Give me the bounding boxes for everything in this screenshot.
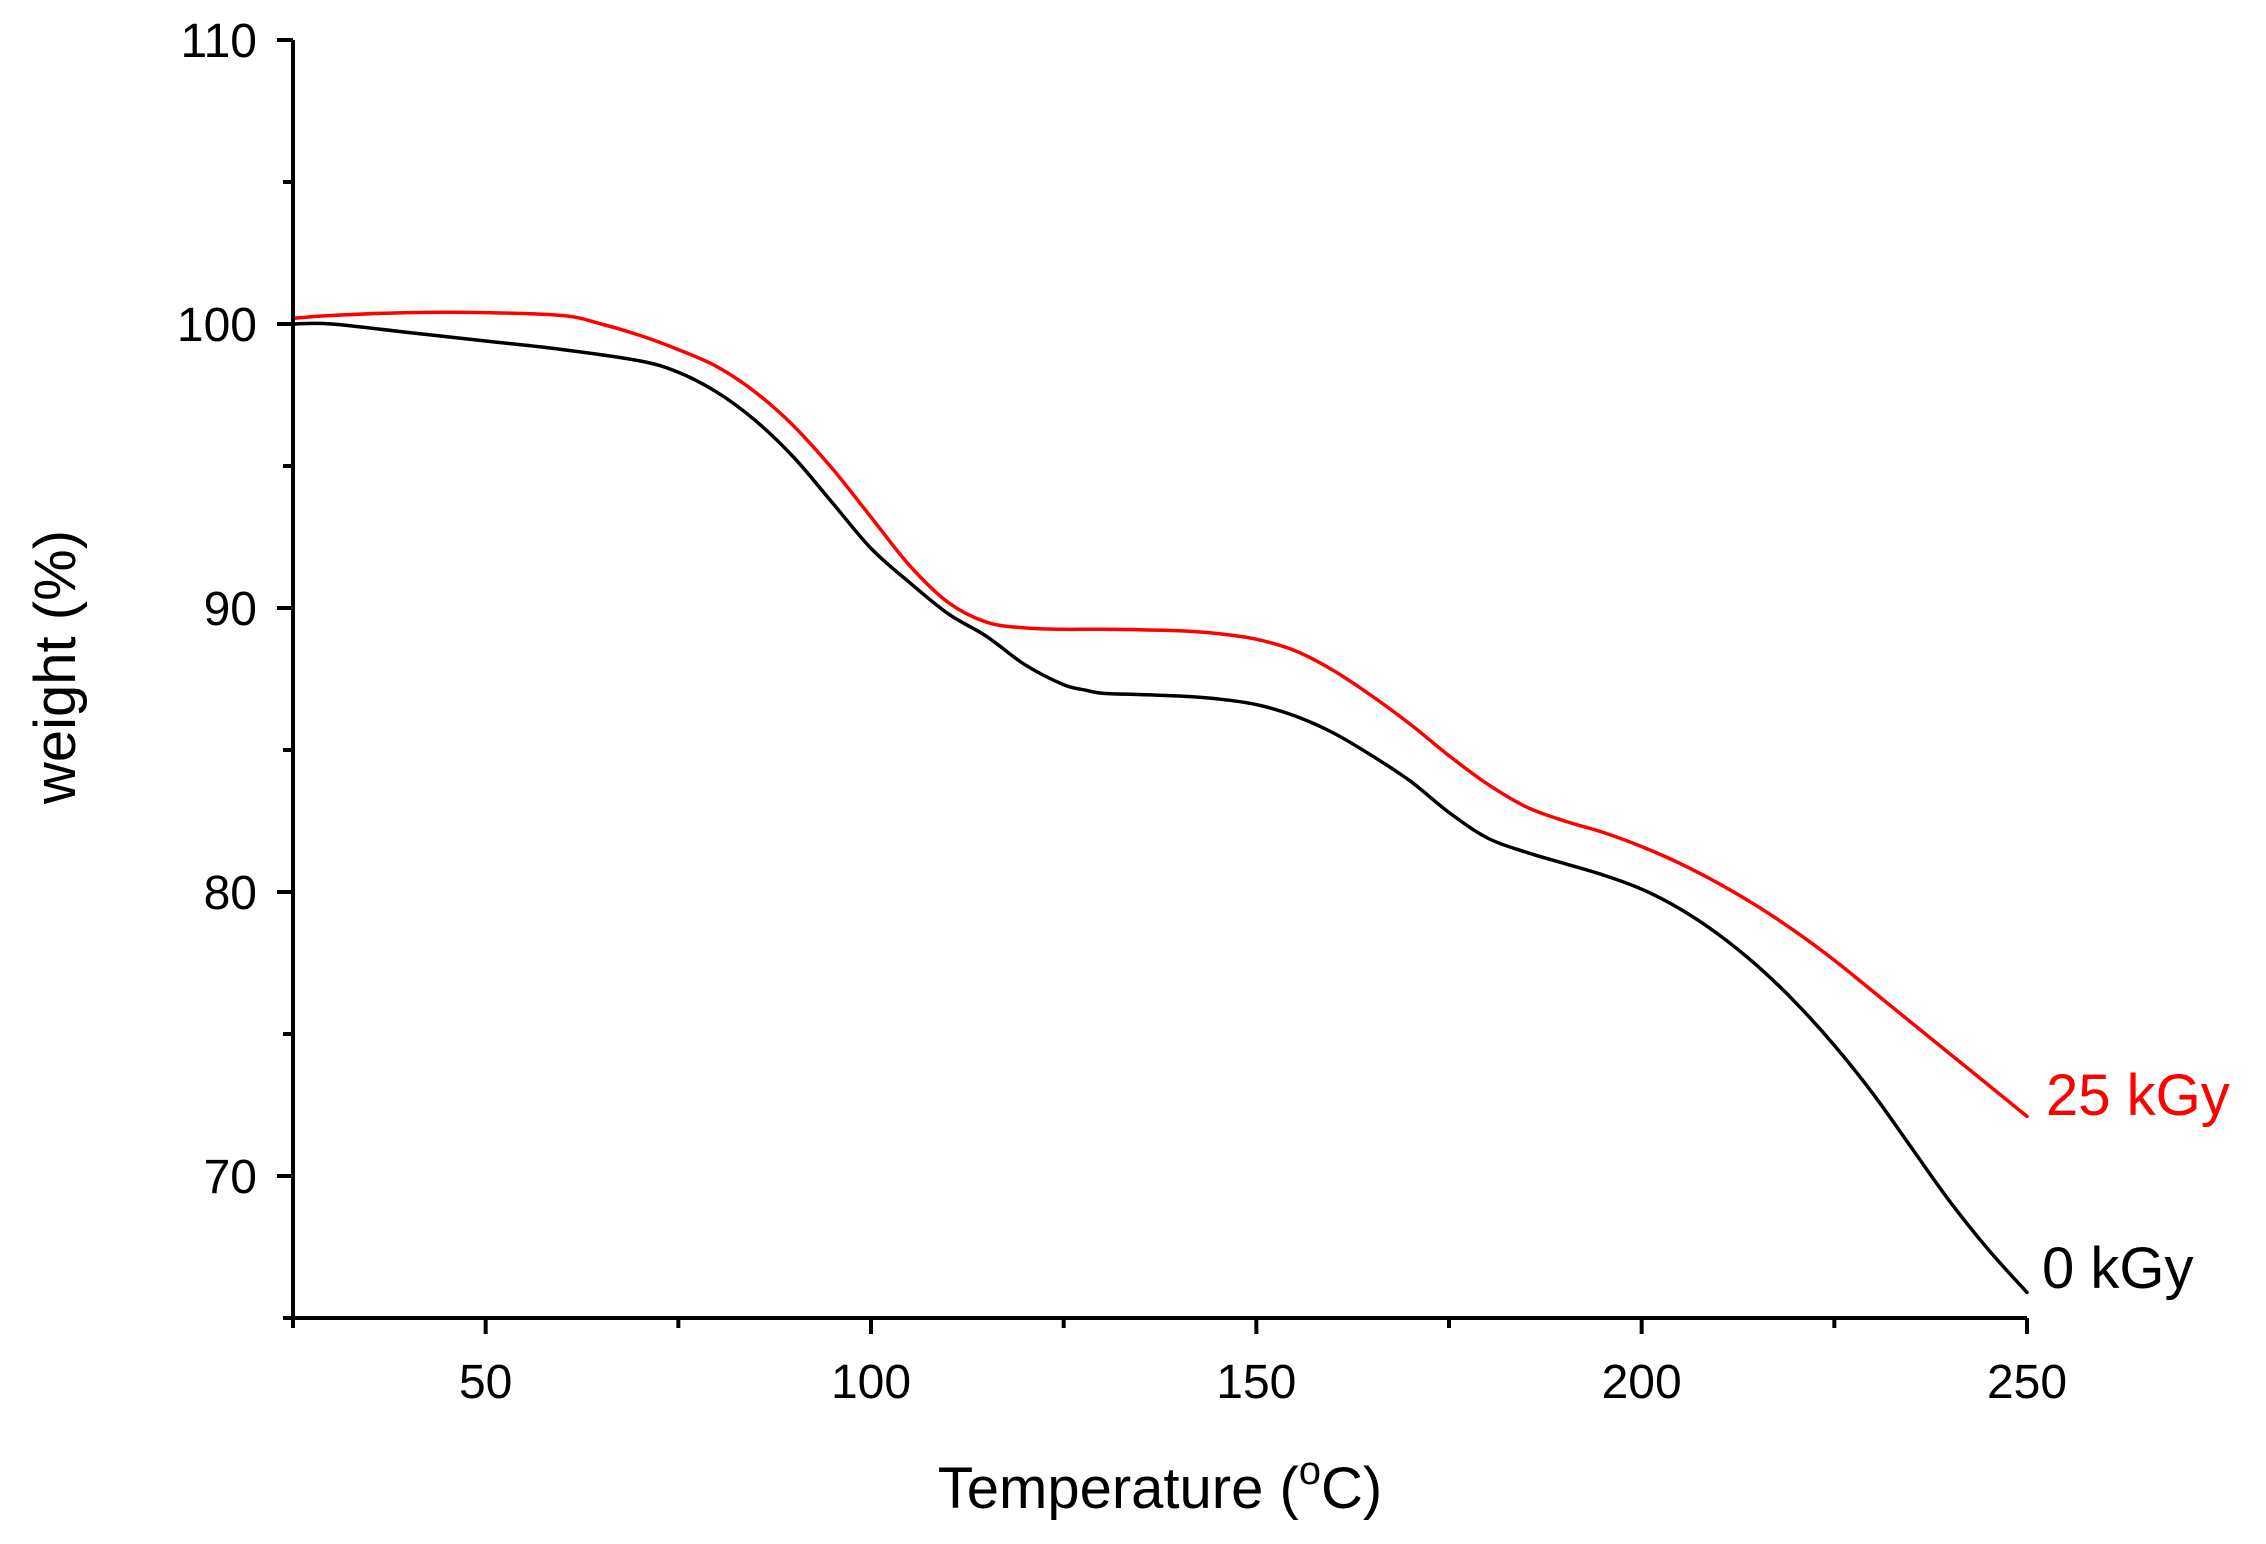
x-tick-label: 150 (1216, 1356, 1296, 1409)
plot-lines (291, 310, 2029, 1295)
x-axis-title-degree: o (1299, 1449, 1321, 1493)
x-tick-label: 200 (1602, 1356, 1682, 1409)
series-label-25-kgy: 25 kGy (2046, 1063, 2230, 1128)
x-tick-label: 50 (459, 1356, 512, 1409)
series-label-0-kgy: 0 kGy (2042, 1236, 2194, 1301)
y-tick-label: 80 (204, 867, 257, 920)
x-axis-title-before: Temperature ( (938, 1456, 1299, 1521)
x-tick-label: 250 (1987, 1356, 2067, 1409)
y-tick-label: 90 (204, 583, 257, 636)
series-line-25-kgy (291, 310, 2029, 1119)
y-tick-label: 70 (204, 1151, 257, 1204)
y-tick-label: 100 (177, 299, 257, 352)
axis-ticks (277, 38, 2029, 1334)
x-axis-title-after: C) (1321, 1456, 1382, 1521)
axis-tick-labels: 50 100 150 200 250 70 80 90 100 110 (177, 15, 2067, 1409)
y-axis-title: weight (%) (23, 530, 88, 805)
y-tick-label: 110 (180, 15, 257, 68)
series-line-0-kgy (291, 321, 2029, 1295)
x-axis-title: Temperature (oC) (938, 1449, 1382, 1521)
x-tick-label: 100 (831, 1356, 911, 1409)
